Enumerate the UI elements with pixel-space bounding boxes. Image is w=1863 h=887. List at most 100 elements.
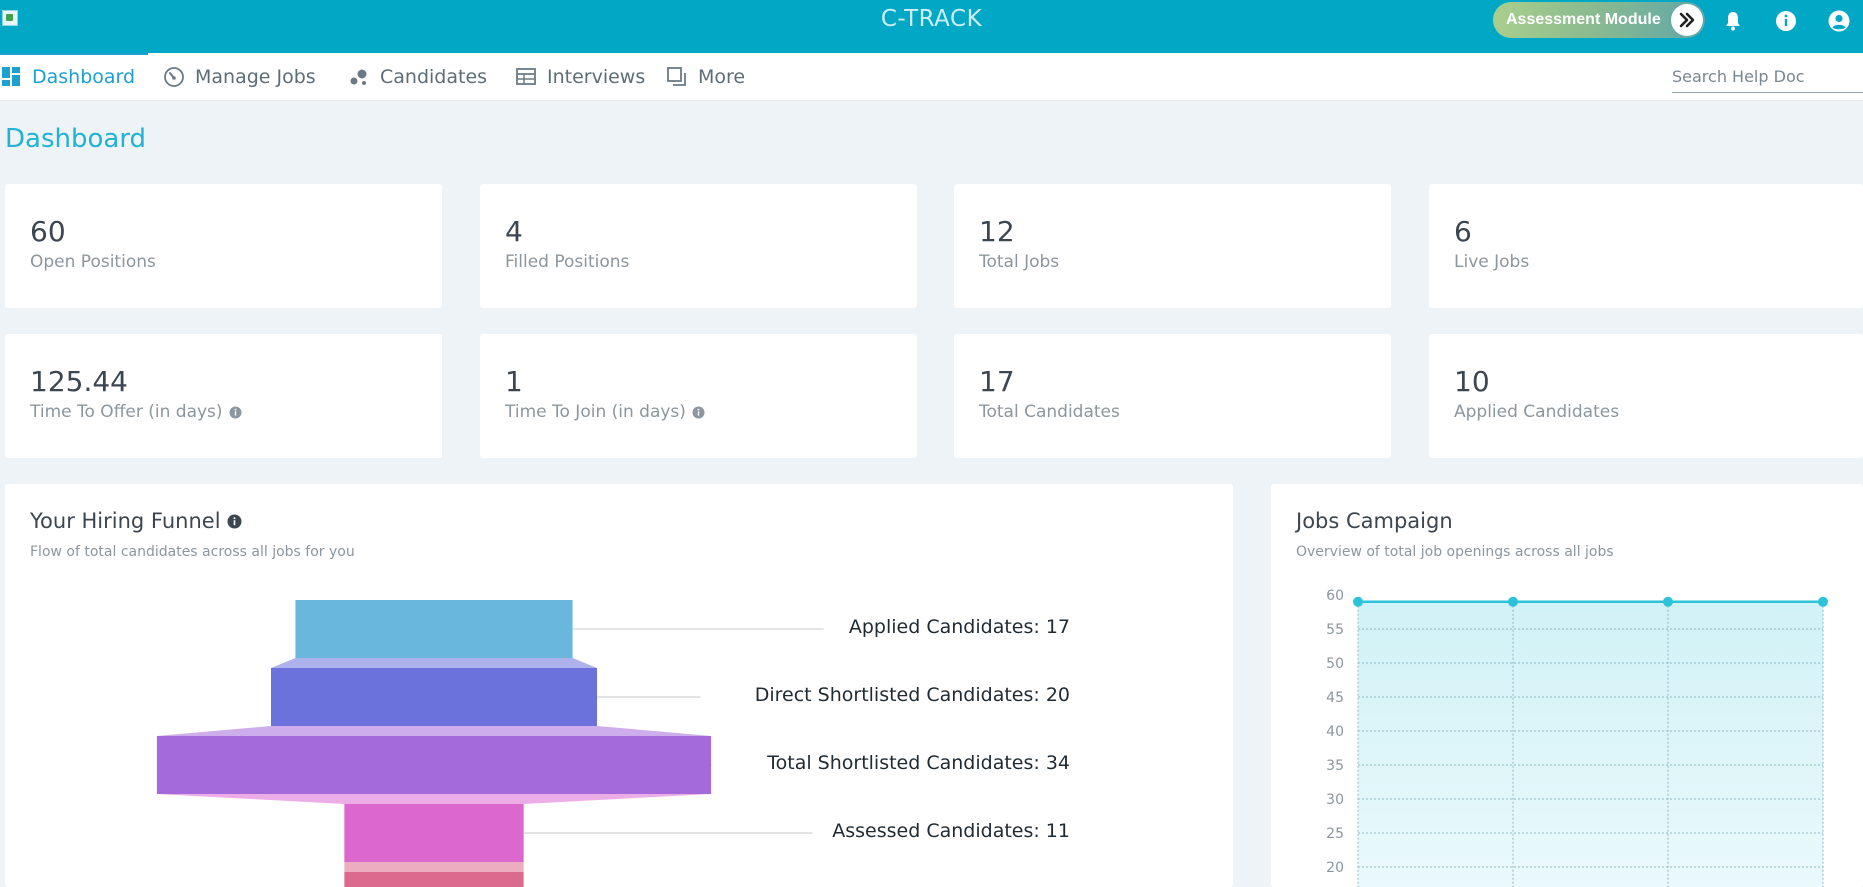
panel-title: Jobs Campaign — [1296, 509, 1453, 533]
funnel-stage-label: Total Shortlisted Candidates: 34 — [767, 752, 1070, 774]
stat-label-text: Open Positions — [30, 252, 156, 272]
stat-value: 125.44 — [30, 365, 128, 398]
nav-item-manage-jobs[interactable]: Manage Jobs — [163, 60, 316, 94]
nav-label: Dashboard — [32, 66, 136, 88]
bell-icon[interactable] — [1721, 9, 1745, 33]
stat-label: Total Candidates — [979, 402, 1120, 422]
nav-label: Interviews — [547, 66, 646, 88]
nav-item-interviews[interactable]: Interviews — [515, 60, 645, 94]
y-tick-label: 60 — [1326, 588, 1344, 604]
y-tick-label: 35 — [1326, 758, 1344, 774]
y-tick-label: 55 — [1326, 622, 1344, 638]
y-tick-label: 40 — [1326, 724, 1344, 740]
active-tab-indicator — [0, 53, 148, 55]
stat-label: Applied Candidates — [1454, 402, 1619, 422]
funnel-connector — [156, 726, 712, 736]
funnel-stage-bar[interactable] — [156, 736, 712, 794]
stat-label: Time To Join (in days) — [505, 402, 705, 422]
main-nav: Dashboard Manage Jobs Candidates Intervi… — [0, 53, 1863, 101]
panel-subtitle: Flow of total candidates across all jobs… — [30, 544, 355, 560]
funnel-stage-bar[interactable] — [344, 872, 524, 887]
stat-value: 10 — [1454, 365, 1490, 398]
funnel-stage-label: Applied Candidates: 17 — [848, 616, 1070, 638]
data-point[interactable] — [1508, 596, 1518, 607]
data-point[interactable] — [1818, 596, 1828, 607]
nav-label: More — [698, 66, 746, 88]
data-point[interactable] — [1353, 596, 1363, 607]
stat-card-total-candidates: 17 Total Candidates — [954, 334, 1391, 458]
y-tick-label: 20 — [1326, 860, 1344, 876]
account-icon[interactable] — [1827, 9, 1851, 33]
speedometer-icon — [164, 67, 184, 87]
funnel-stage-label: Assessed Candidates: 11 — [832, 820, 1070, 842]
nav-label: Manage Jobs — [195, 66, 316, 88]
app-title: C-TRACK — [880, 6, 983, 32]
hiring-funnel-title: Your Hiring Funnel — [30, 509, 221, 533]
page-title: Dashboard — [5, 124, 147, 154]
info-icon[interactable] — [229, 406, 242, 419]
stat-value: 60 — [30, 215, 66, 248]
campaign-area — [1358, 601, 1823, 887]
stat-card-time-to-offer: 125.44 Time To Offer (in days) — [5, 334, 442, 458]
panel-title: Your Hiring Funnel — [30, 509, 242, 533]
layers-icon — [667, 67, 686, 86]
stat-label: Open Positions — [30, 252, 156, 272]
info-icon[interactable] — [1774, 9, 1798, 33]
nav-label: Candidates — [380, 66, 488, 88]
data-point[interactable] — [1663, 596, 1673, 607]
stat-label-text: Time To Join (in days) — [505, 402, 686, 422]
stat-label: Live Jobs — [1454, 252, 1529, 272]
stat-label-text: Applied Candidates — [1454, 402, 1620, 422]
assessment-module-label: Assessment Module — [1506, 11, 1661, 28]
funnel-stage-bar[interactable] — [295, 600, 573, 658]
nav-item-candidates[interactable]: Candidates — [348, 60, 487, 94]
stat-card-open-positions: 60 Open Positions — [5, 184, 442, 308]
panel-subtitle: Overview of total job openings across al… — [1296, 544, 1614, 560]
funnel-connector — [271, 658, 597, 668]
stat-card-live-jobs: 6 Live Jobs — [1429, 184, 1863, 308]
funnel-connector — [156, 794, 712, 804]
funnel-connector — [344, 862, 524, 872]
info-icon[interactable] — [227, 514, 242, 529]
table-icon — [516, 68, 536, 85]
stat-label-text: Time To Offer (in days) — [30, 402, 223, 422]
assessment-module-button[interactable]: Assessment Module — [1493, 2, 1705, 38]
logo-broken-image-icon[interactable] — [2, 10, 18, 26]
jobs-campaign-panel: Jobs Campaign Overview of total job open… — [1271, 484, 1863, 887]
jobs-campaign-chart: 20 25 30 35 40 45 50 55 60 — [1326, 588, 1828, 887]
stat-label-text: Total Jobs — [979, 252, 1060, 272]
jobs-campaign-title: Jobs Campaign — [1296, 509, 1453, 533]
bubbles-icon — [350, 69, 367, 85]
stat-label-text: Total Candidates — [979, 402, 1120, 422]
hiring-funnel-panel: Your Hiring Funnel Flow of total candida… — [5, 484, 1233, 887]
stat-value: 4 — [505, 215, 523, 248]
y-tick-label: 50 — [1326, 656, 1344, 672]
stat-label: Filled Positions — [505, 252, 629, 272]
stat-label-text: Filled Positions — [505, 252, 630, 272]
stat-value: 1 — [505, 365, 523, 398]
double-chevron-right-icon — [1671, 4, 1703, 36]
top-bar: C-TRACK Assessment Module — [0, 0, 1863, 53]
y-tick-label: 30 — [1326, 792, 1344, 808]
funnel-stage-label: Direct Shortlisted Candidates: 20 — [754, 684, 1070, 706]
info-icon[interactable] — [692, 406, 705, 419]
nav-item-dashboard[interactable]: Dashboard — [2, 60, 135, 94]
y-tick-label: 45 — [1326, 690, 1344, 706]
funnel-stage-bar[interactable] — [344, 804, 524, 862]
stat-card-filled-positions: 4 Filled Positions — [480, 184, 917, 308]
stat-label: Total Jobs — [979, 252, 1059, 272]
stat-card-applied-candidates: 10 Applied Candidates — [1429, 334, 1863, 458]
stat-value: 12 — [979, 215, 1015, 248]
hiring-funnel-chart — [156, 600, 824, 887]
stat-card-total-jobs: 12 Total Jobs — [954, 184, 1391, 308]
stat-label: Time To Offer (in days) — [30, 402, 242, 422]
funnel-stage-bar[interactable] — [271, 668, 597, 726]
stat-card-time-to-join: 1 Time To Join (in days) — [480, 334, 917, 458]
y-tick-label: 25 — [1326, 826, 1344, 842]
nav-item-more[interactable]: More — [666, 60, 745, 94]
stat-label-text: Live Jobs — [1454, 252, 1530, 272]
stat-value: 17 — [979, 365, 1015, 398]
dashboard-grid-icon — [2, 67, 20, 86]
search-help-doc-input[interactable] — [1672, 57, 1863, 93]
stat-value: 6 — [1454, 215, 1472, 248]
